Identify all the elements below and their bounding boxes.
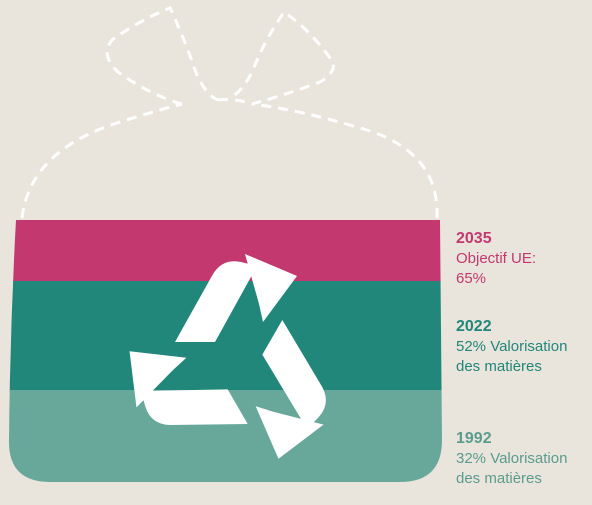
caption: 32% Valorisation: [456, 450, 567, 467]
infographic: 2035 Objectif UE: 65% 2022 52% Valorisat…: [0, 0, 592, 505]
caption: Objectif UE:: [456, 250, 536, 267]
year: 1992: [456, 430, 492, 447]
caption: des matières: [456, 358, 542, 375]
page: 2035 Objectif UE: 65% 2022 52% Valorisat…: [0, 0, 592, 505]
caption: des matières: [456, 470, 542, 487]
year: 2035: [456, 230, 492, 247]
year: 2022: [456, 318, 492, 335]
bag-fill: [0, 220, 460, 490]
caption: 65%: [456, 270, 486, 287]
caption: 52% Valorisation: [456, 338, 567, 355]
